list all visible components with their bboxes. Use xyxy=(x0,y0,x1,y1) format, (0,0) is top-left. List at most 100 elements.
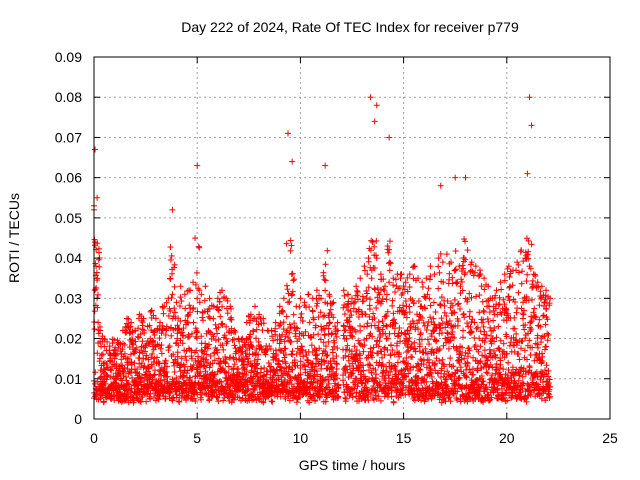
data-point xyxy=(251,303,258,310)
data-point xyxy=(286,298,293,305)
data-point xyxy=(209,392,216,399)
data-point xyxy=(276,357,283,364)
data-point xyxy=(253,326,260,333)
data-point xyxy=(302,328,309,335)
data-point xyxy=(248,343,255,350)
data-point xyxy=(258,398,265,405)
data-point xyxy=(124,380,131,387)
data-point xyxy=(255,321,262,328)
data-point xyxy=(423,275,430,282)
data-point xyxy=(322,261,329,268)
data-point xyxy=(424,336,431,343)
data-point xyxy=(477,343,484,350)
data-point xyxy=(403,349,410,356)
data-point xyxy=(242,350,249,357)
data-point xyxy=(180,373,187,380)
data-point xyxy=(210,333,217,340)
data-point xyxy=(190,304,197,311)
data-point xyxy=(506,297,513,304)
x-tick-label: 20 xyxy=(499,430,515,446)
data-point xyxy=(207,352,214,359)
data-point xyxy=(204,345,211,352)
data-point xyxy=(137,398,144,405)
data-point xyxy=(543,343,550,350)
data-point xyxy=(162,393,169,400)
data-point xyxy=(211,357,218,364)
data-point xyxy=(194,295,201,302)
data-point xyxy=(435,263,442,270)
data-point xyxy=(96,263,103,270)
data-point xyxy=(386,134,393,141)
data-point xyxy=(167,389,174,396)
data-point xyxy=(291,357,298,364)
data-point xyxy=(126,344,133,351)
y-tick-label: 0.05 xyxy=(55,210,82,226)
data-point xyxy=(371,118,378,125)
data-point xyxy=(297,314,304,321)
data-point xyxy=(500,366,507,373)
data-point xyxy=(231,396,238,403)
data-point xyxy=(178,298,185,305)
data-point xyxy=(215,306,222,313)
data-point xyxy=(324,247,331,254)
data-point xyxy=(373,102,380,109)
data-point xyxy=(495,323,502,330)
data-point xyxy=(521,326,528,333)
data-point xyxy=(203,351,210,358)
data-point xyxy=(170,351,177,358)
data-point xyxy=(206,295,213,302)
data-point xyxy=(167,256,174,263)
data-point xyxy=(129,337,136,344)
data-point xyxy=(283,240,290,247)
data-point xyxy=(176,303,183,310)
data-point xyxy=(156,360,163,367)
data-point xyxy=(172,309,179,316)
data-point xyxy=(184,319,191,326)
data-point xyxy=(278,336,285,343)
data-point xyxy=(513,309,520,316)
data-point xyxy=(397,271,404,278)
data-point xyxy=(198,354,205,361)
data-point xyxy=(367,94,374,101)
data-point xyxy=(526,94,533,101)
data-point xyxy=(194,329,201,336)
data-point xyxy=(206,305,213,312)
data-point xyxy=(250,328,257,335)
data-point xyxy=(120,369,127,376)
data-point xyxy=(282,351,289,358)
data-point xyxy=(171,261,178,268)
data-point xyxy=(103,372,110,379)
data-point xyxy=(366,306,373,313)
data-point xyxy=(392,289,399,296)
data-point xyxy=(409,354,416,361)
data-point xyxy=(127,370,134,377)
data-point xyxy=(289,348,296,355)
data-point xyxy=(169,291,176,298)
data-point xyxy=(277,320,284,327)
data-point xyxy=(334,319,341,326)
data-point xyxy=(168,295,175,302)
data-point xyxy=(98,343,105,350)
data-point xyxy=(265,327,272,334)
data-point xyxy=(261,364,268,371)
data-point xyxy=(192,235,199,242)
data-point xyxy=(111,336,118,343)
data-point xyxy=(417,356,424,363)
data-point xyxy=(223,323,230,330)
data-point xyxy=(129,374,136,381)
data-point xyxy=(443,251,450,258)
data-point xyxy=(217,289,224,296)
data-point xyxy=(288,242,295,249)
data-point xyxy=(182,397,189,404)
x-tick-label: 15 xyxy=(396,430,412,446)
data-point xyxy=(115,344,122,351)
data-point xyxy=(239,395,246,402)
data-point xyxy=(543,287,550,294)
data-point xyxy=(121,350,128,357)
data-point xyxy=(195,353,202,360)
data-point xyxy=(289,158,296,165)
data-point xyxy=(345,291,352,298)
data-point xyxy=(214,295,221,302)
data-point xyxy=(285,130,292,137)
